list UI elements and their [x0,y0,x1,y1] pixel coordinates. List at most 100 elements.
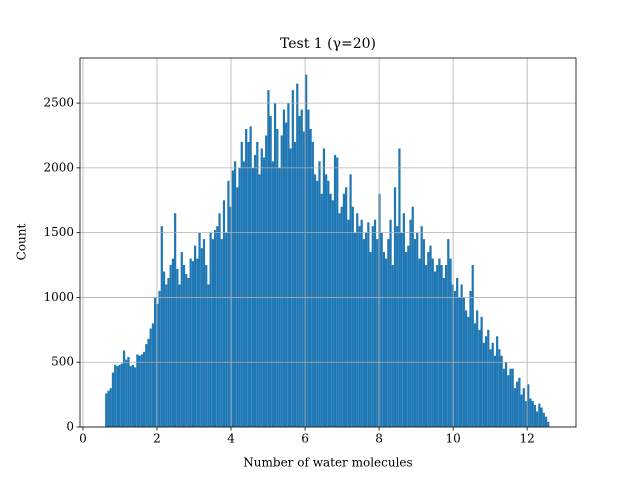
bar [385,258,388,427]
bar [227,180,230,427]
bar [516,381,519,427]
bar [207,284,210,427]
bar [273,103,277,427]
bar [544,416,548,427]
bar [416,232,419,427]
bar [524,401,528,427]
bar [216,226,219,427]
bar [322,148,326,427]
bar [151,323,155,427]
x-tick-label: 2 [153,432,161,446]
bar [433,271,437,427]
bar [331,200,334,427]
bar [456,278,459,427]
bar [293,141,297,427]
bar [420,226,423,427]
bar [424,265,428,427]
bar [422,239,425,427]
bar [333,154,337,428]
bar [185,274,188,427]
bar [147,338,150,427]
bar [316,180,319,427]
bar [391,265,394,427]
bar [413,239,417,427]
bar [400,232,403,427]
chart-title: Test 1 (γ=20) [280,36,376,52]
bar [327,180,330,427]
bar [289,148,292,427]
bar [418,258,421,427]
bar [453,290,457,427]
bar [198,232,201,427]
bar [540,407,543,427]
bar [105,393,108,427]
bar [291,90,294,427]
bar [202,239,206,427]
bar [396,226,399,427]
bar [353,232,357,427]
axes-frame [79,57,577,428]
bar [547,421,550,427]
bar [194,245,197,427]
bar [491,342,494,427]
bar [276,129,279,427]
y-tick-label: 2000 [43,160,74,174]
bar [373,219,377,427]
bar [129,366,132,427]
bar [260,148,263,427]
bar [467,316,470,427]
bar [402,213,405,427]
bar [431,258,434,427]
bar [489,349,492,427]
y-tick-label: 0 [66,420,74,434]
bar [249,126,252,428]
bar [142,351,146,427]
bar [511,368,514,427]
bar [538,403,541,427]
bar [191,261,195,427]
bar [182,265,186,427]
bar [171,258,175,427]
bar [231,170,234,427]
bar [389,219,392,427]
bar [518,377,521,427]
bar [176,268,179,427]
bar [469,290,472,427]
bar [356,213,359,427]
bar [300,109,303,427]
bar [167,278,170,427]
bar [440,265,443,427]
bar [536,411,539,427]
bar [138,355,141,427]
bar [502,368,505,427]
bar [114,364,117,427]
bar [320,193,323,427]
bar [444,265,448,427]
bar [484,336,488,427]
bar [520,394,523,427]
bar [253,154,257,428]
bar [351,206,354,427]
bar [349,174,352,427]
bar [240,141,243,427]
bar [436,265,439,427]
bar [127,357,130,427]
bar [407,245,410,427]
bar [529,398,532,427]
bar [338,213,341,427]
bar [131,364,135,427]
bar [360,219,363,427]
bar [160,226,163,427]
bar [382,252,386,427]
bar [313,174,317,427]
bar [527,384,530,427]
x-tick-label: 8 [375,432,383,446]
bar [393,187,397,427]
bar [122,350,126,427]
bar [213,230,217,427]
bar [296,83,299,427]
bar [513,388,517,427]
bar [318,161,321,427]
bar [136,354,139,427]
bar [269,116,272,427]
